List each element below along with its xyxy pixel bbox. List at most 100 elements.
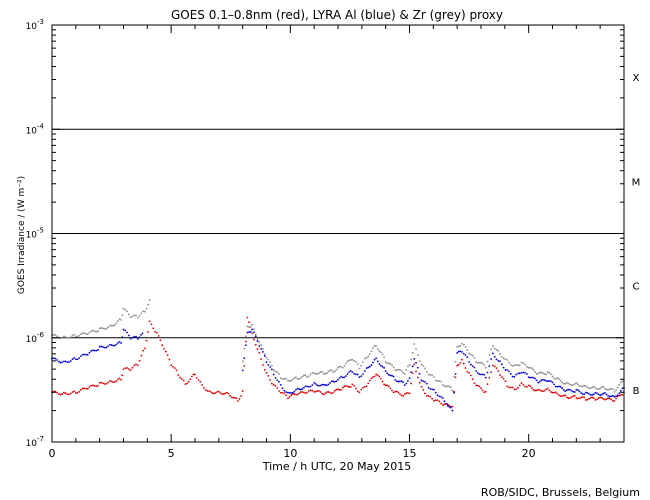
data-point: [500, 355, 503, 358]
data-point: [422, 380, 425, 383]
data-point: [233, 396, 236, 399]
data-point: [534, 371, 536, 373]
data-point: [403, 393, 406, 396]
data-point: [309, 389, 312, 392]
data-point: [451, 389, 454, 392]
data-series: [51, 299, 625, 412]
data-point: [386, 372, 389, 375]
data-point: [356, 363, 359, 366]
data-point: [122, 368, 125, 371]
data-point: [553, 377, 555, 380]
data-point: [488, 354, 491, 356]
data-point: [301, 390, 304, 393]
data-point: [429, 373, 432, 376]
data-point: [532, 368, 535, 371]
data-point: [608, 397, 611, 400]
data-point: [517, 364, 519, 367]
data-point: [59, 337, 62, 340]
data-point: [586, 398, 589, 401]
data-point: [416, 366, 419, 369]
data-point: [384, 384, 387, 387]
data-point: [294, 388, 297, 391]
data-point: [216, 390, 219, 393]
data-point: [376, 360, 379, 363]
data-point: [380, 364, 382, 367]
data-point: [319, 384, 322, 387]
data-point: [365, 367, 368, 370]
data-point: [469, 363, 472, 366]
data-point: [411, 372, 414, 375]
data-point: [69, 392, 72, 395]
data-point: [325, 391, 328, 394]
data-point: [113, 344, 116, 347]
data-point: [616, 394, 619, 397]
data-point: [291, 391, 294, 394]
data-point: [543, 379, 546, 381]
flare-class-label: M: [632, 177, 641, 188]
data-point: [291, 378, 294, 381]
data-point: [578, 397, 581, 400]
data-point: [532, 376, 535, 379]
data-point: [407, 380, 409, 382]
data-point: [383, 383, 385, 386]
data-point: [481, 362, 484, 365]
data-point: [551, 375, 554, 378]
data-point: [343, 385, 346, 388]
data-point: [177, 374, 180, 376]
data-point: [237, 400, 239, 402]
data-point: [319, 391, 322, 393]
data-point: [473, 382, 476, 385]
data-point: [383, 356, 385, 359]
data-point: [511, 386, 514, 389]
data-point: [110, 380, 113, 383]
data-point: [492, 364, 494, 367]
data-point: [441, 383, 444, 386]
data-point: [262, 364, 264, 366]
data-point: [457, 345, 460, 348]
data-point: [600, 396, 603, 399]
data-point: [527, 376, 530, 379]
data-point: [373, 345, 376, 347]
data-point: [508, 370, 510, 373]
data-point: [113, 324, 116, 326]
data-point: [524, 363, 526, 366]
credit-text: ROB/SIDC, Brussels, Belgium: [481, 486, 640, 499]
data-point: [608, 395, 611, 398]
data-point: [107, 326, 110, 329]
data-point: [337, 366, 339, 369]
data-point: [136, 364, 139, 367]
data-point: [263, 369, 266, 371]
data-point: [427, 395, 430, 397]
data-point: [269, 366, 271, 368]
data-point: [569, 397, 571, 400]
data-point: [253, 331, 255, 334]
data-point: [124, 367, 127, 370]
data-point: [272, 369, 275, 372]
data-point: [283, 392, 286, 395]
data-point: [290, 394, 293, 397]
data-point: [580, 396, 582, 399]
data-point: [462, 343, 465, 346]
data-point: [375, 345, 378, 348]
data-point: [577, 389, 579, 391]
data-point: [136, 316, 139, 319]
data-point: [80, 389, 82, 391]
data-point: [97, 348, 99, 351]
data-point: [611, 388, 614, 391]
data-point: [91, 349, 94, 352]
data-point: [213, 392, 215, 395]
data-point: [272, 373, 275, 376]
data-point: [333, 370, 336, 373]
data-point: [530, 367, 533, 370]
x-tick-label: 10: [283, 447, 297, 460]
data-point: [446, 404, 449, 407]
data-point: [254, 343, 257, 346]
data-point: [613, 395, 616, 398]
data-point: [57, 360, 60, 363]
data-point: [68, 337, 70, 339]
data-point: [436, 399, 439, 402]
data-point: [83, 332, 86, 335]
data-point: [335, 388, 338, 391]
data-point: [462, 362, 465, 365]
